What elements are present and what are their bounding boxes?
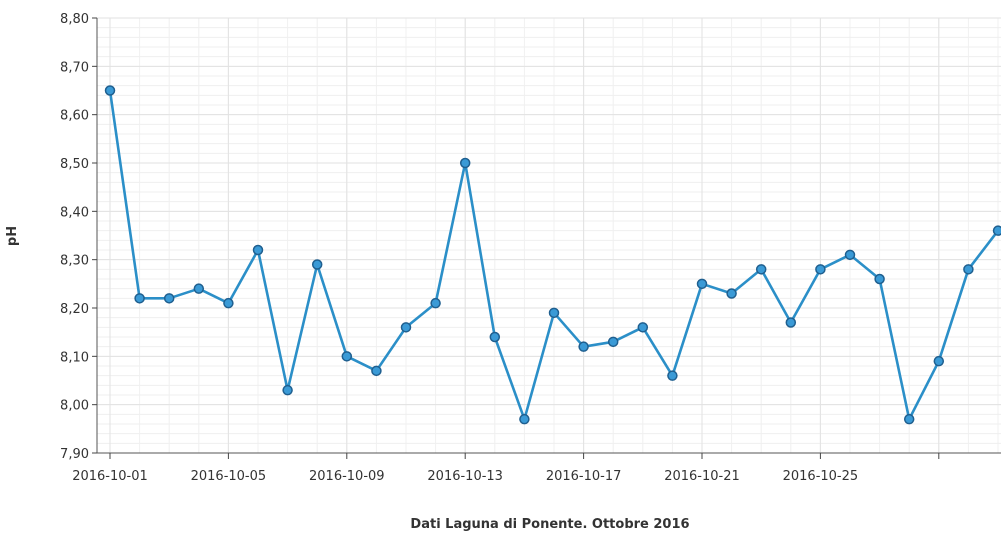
data-point [933,355,945,367]
y-axis-ticks: 7,90 8,00 8,10 8,20 8,30 8,40 8,50 8,60 8,70 8,80 [60,12,97,462]
data-point [311,259,323,270]
data-point [785,317,797,328]
y-tick-label: 8,40 [60,205,89,220]
data-point [903,413,915,425]
data-point [341,351,353,362]
data-point [607,336,619,348]
data-point [193,283,205,294]
y-tick-label: 8,10 [60,350,89,365]
x-tick-label: 2016-10-13 [427,469,503,484]
x-tick-label: 2016-10-05 [191,469,267,484]
y-tick-label: 8,60 [60,109,89,124]
data-point [519,413,530,425]
data-point [400,322,412,333]
data-point [963,264,974,275]
data-point [992,225,1001,236]
x-tick-label: 2016-10-17 [546,469,622,484]
data-point [163,293,175,304]
data-point [755,264,767,275]
x-tick-label: 2016-10-21 [664,469,740,484]
x-axis-ticks: 2016-10-01 2016-10-05 2016-10-09 2016-10-13… [72,453,940,484]
data-point [578,341,589,352]
data-point [844,249,856,261]
data-point [104,85,116,96]
axes [96,18,1001,454]
y-tick-label: 7,90 [60,447,89,462]
data-point [815,264,826,275]
data-point [430,297,441,309]
data-point [459,157,471,169]
y-tick-label: 8,00 [60,399,89,414]
x-tick-label: 2016-10-09 [309,469,385,484]
data-point [874,273,885,285]
x-tick-label: 2016-10-01 [72,469,148,484]
data-point [696,278,708,290]
data-point [252,244,264,256]
data-point [489,331,501,343]
data-point [134,293,145,304]
grid [97,17,1001,454]
y-tick-label: 8,50 [60,157,89,172]
y-tick-label: 8,20 [60,302,89,317]
x-tick-label: 2016-10-25 [783,469,859,484]
data-point [548,307,560,319]
series [104,85,1001,425]
y-tick-label: 8,80 [60,12,89,27]
data-point [282,384,293,396]
y-tick-label: 8,30 [60,254,89,269]
data-point [223,297,234,309]
data-point [726,288,737,299]
y-tick-label: 8,70 [60,60,89,75]
data-point [637,322,649,333]
data-point [667,370,678,381]
y-axis-title: pH [5,226,20,246]
x-axis-title: Dati Laguna di Ponente. Ottobre 2016 [410,517,689,532]
data-point [371,365,382,377]
